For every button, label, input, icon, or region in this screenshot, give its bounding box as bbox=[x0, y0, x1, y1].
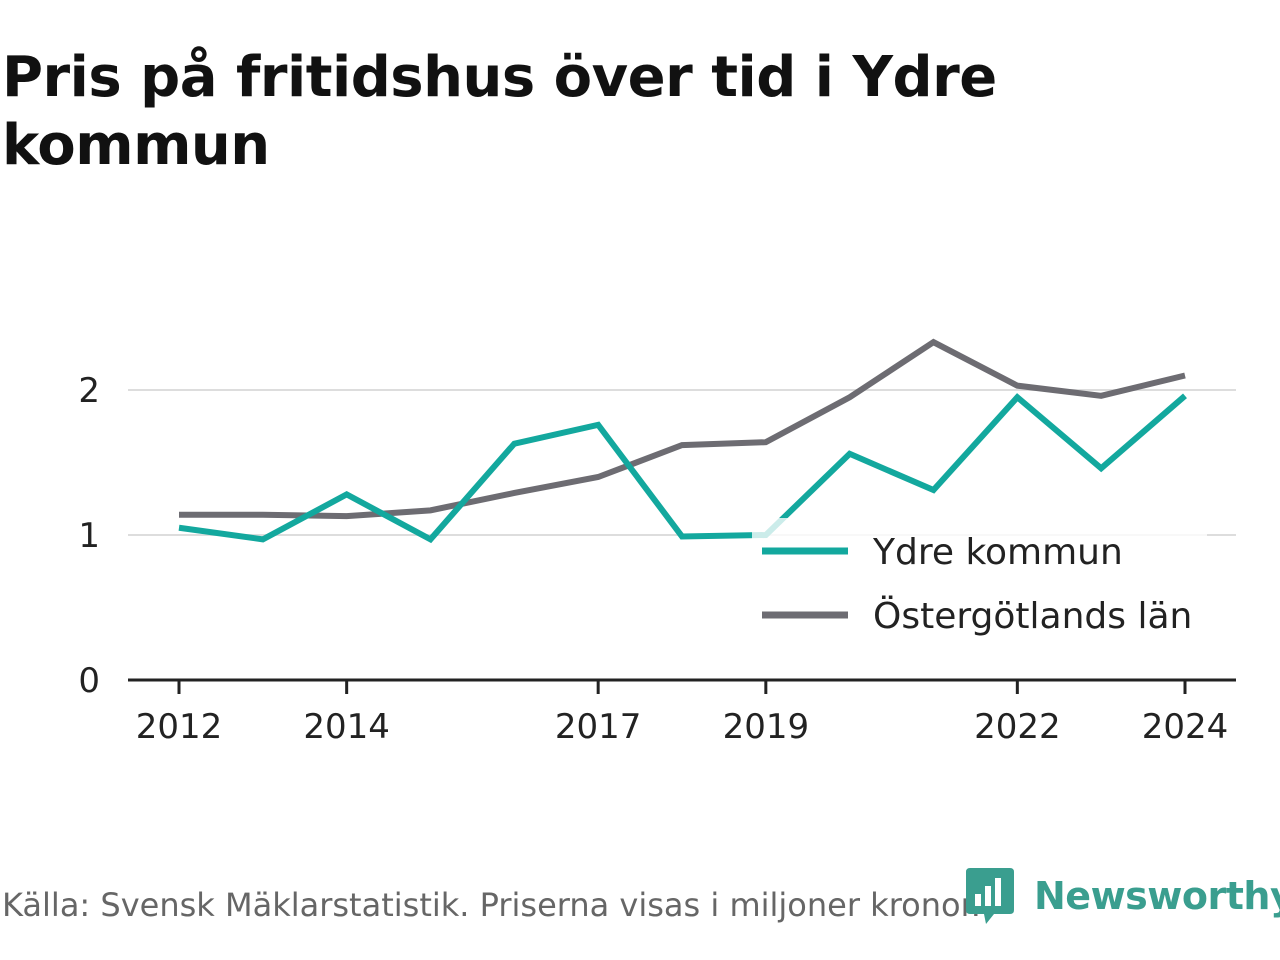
y-tick-label: 1 bbox=[78, 516, 100, 556]
x-tick-label: 2022 bbox=[974, 707, 1061, 747]
series-line bbox=[178, 393, 1187, 544]
legend-label: Ydre kommun bbox=[872, 532, 1123, 573]
legend-label: Östergötlands län bbox=[873, 595, 1192, 637]
chart-title: Pris på fritidshus över tid i Ydre kommu… bbox=[2, 45, 997, 178]
newsworthy-bar-chart-logo-icon bbox=[966, 868, 1014, 924]
source-note: Källa: Svensk Mäklarstatistik. Priserna … bbox=[2, 886, 981, 924]
series-line bbox=[179, 338, 1186, 520]
y-tick-label: 0 bbox=[78, 661, 100, 701]
y-tick-label: 2 bbox=[78, 371, 100, 411]
legend: Ydre kommun Östergötlands län bbox=[752, 518, 1207, 650]
x-tick-label: 2024 bbox=[1142, 707, 1229, 747]
x-axis-ticks: 2012 2014 2017 2019 2022 2024 bbox=[136, 680, 1229, 747]
legend-background bbox=[752, 518, 1207, 650]
x-tick-label: 2019 bbox=[723, 707, 810, 747]
x-tick-label: 2014 bbox=[303, 707, 390, 747]
y-axis-ticks: 0 1 2 bbox=[78, 371, 100, 701]
x-tick-label: 2012 bbox=[136, 707, 223, 747]
brand-logo[interactable]: Newsworthy bbox=[964, 866, 1280, 926]
chart-series bbox=[178, 338, 1187, 544]
x-tick-label: 2017 bbox=[555, 707, 642, 747]
brand-name: Newsworthy bbox=[1034, 874, 1280, 918]
